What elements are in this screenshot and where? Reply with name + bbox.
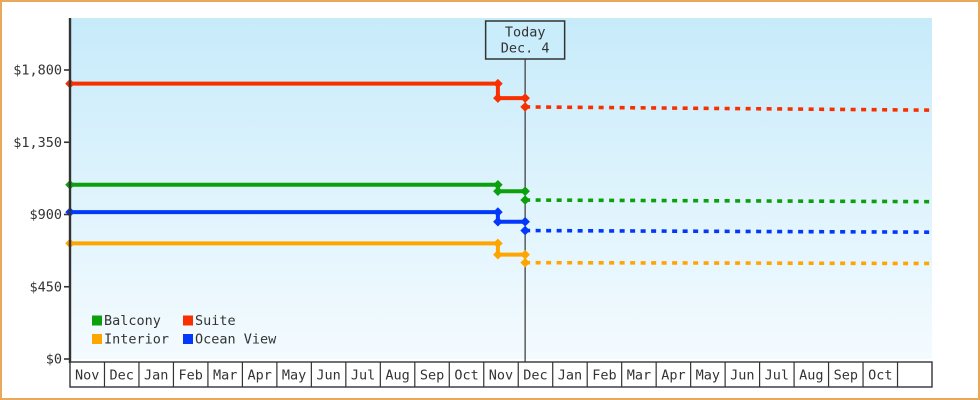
series-history-line-interior bbox=[70, 241, 526, 257]
legend-label-interior: Interior bbox=[104, 332, 169, 348]
today-label-line1: Today bbox=[505, 25, 546, 41]
month-label: Jan bbox=[144, 368, 168, 384]
today-label-line2: Dec. 4 bbox=[501, 41, 550, 57]
data-point-marker-balcony bbox=[520, 186, 530, 197]
month-label: Mar bbox=[213, 368, 237, 384]
y-tick-label: $0 bbox=[46, 352, 62, 368]
data-point-marker-balcony bbox=[520, 195, 530, 205]
month-label: Feb bbox=[592, 368, 616, 384]
month-label: Nov bbox=[75, 368, 99, 384]
legend-label-ocean-view: Ocean View bbox=[195, 332, 277, 348]
month-label: Dec bbox=[110, 368, 134, 384]
month-label: Sep bbox=[834, 368, 858, 384]
data-point-marker-balcony bbox=[493, 186, 503, 197]
today-marker: Today Dec. 4 bbox=[484, 20, 566, 362]
month-label: Jul bbox=[351, 368, 375, 384]
month-label: Jan bbox=[558, 368, 582, 384]
series-forecast-line-balcony bbox=[525, 198, 930, 204]
data-point-marker-ocean-view bbox=[493, 207, 503, 217]
series-layer bbox=[65, 78, 930, 268]
data-point-marker-interior bbox=[520, 257, 530, 268]
series-forecast-line-interior bbox=[525, 260, 930, 266]
legend-label-balcony: Balcony bbox=[104, 313, 161, 329]
legend-label-suite: Suite bbox=[195, 313, 236, 329]
data-point-marker-ocean-view bbox=[493, 216, 503, 227]
legend-swatch-interior bbox=[92, 334, 102, 344]
data-point-marker-suite bbox=[520, 102, 530, 112]
legend-swatch-balcony bbox=[92, 315, 102, 326]
series-forecast-line-ocean-view bbox=[525, 228, 930, 234]
series-history-line-ocean-view bbox=[70, 210, 526, 224]
month-label: Nov bbox=[489, 368, 513, 384]
data-point-marker-ocean-view bbox=[520, 225, 530, 236]
today-box bbox=[484, 20, 566, 60]
data-point-marker-suite bbox=[493, 78, 503, 89]
data-point-marker-interior bbox=[520, 249, 530, 260]
month-label: Jun bbox=[316, 368, 340, 384]
month-label: Jun bbox=[730, 368, 754, 384]
y-tick-label: $1,350 bbox=[13, 135, 62, 151]
month-label: May bbox=[282, 368, 306, 384]
y-axis: $1,800 $1,350 $900 $450 $0 bbox=[13, 18, 72, 368]
month-label: Sep bbox=[420, 368, 444, 384]
x-axis-month-strip: Nov Dec Jan Feb Mar Apr May Jun Jul Aug Sep Oct Nov D… bbox=[69, 361, 933, 388]
data-point-marker-suite bbox=[493, 93, 503, 103]
month-label: Oct bbox=[454, 368, 478, 384]
month-label: Jul bbox=[765, 368, 789, 384]
y-tick-label: $450 bbox=[29, 279, 62, 295]
plot-area bbox=[70, 18, 932, 359]
month-label: Aug bbox=[385, 368, 409, 384]
data-point-marker-interior bbox=[493, 249, 503, 260]
series-history-line-suite bbox=[70, 81, 526, 101]
y-tick-label: $1,800 bbox=[13, 63, 62, 79]
month-label: Mar bbox=[627, 368, 651, 384]
month-strip bbox=[69, 361, 933, 388]
legend-swatch-ocean-view bbox=[183, 334, 193, 344]
data-point-marker-interior bbox=[493, 238, 503, 249]
data-point-marker-suite bbox=[520, 93, 530, 103]
month-label: Apr bbox=[661, 368, 685, 384]
data-point-marker-ocean-view bbox=[520, 216, 530, 227]
month-label: May bbox=[696, 368, 720, 384]
month-label: Oct bbox=[868, 368, 892, 384]
month-label: Apr bbox=[247, 368, 271, 384]
legend-swatch-suite bbox=[183, 315, 193, 326]
month-label: Aug bbox=[799, 368, 823, 384]
month-label: Dec bbox=[523, 368, 547, 384]
y-tick-label: $900 bbox=[29, 207, 62, 223]
series-forecast-line-suite bbox=[525, 105, 930, 112]
legend: Balcony Suite Interior Ocean View bbox=[92, 313, 277, 348]
month-label: Feb bbox=[178, 368, 202, 384]
data-point-marker-balcony bbox=[493, 179, 503, 190]
